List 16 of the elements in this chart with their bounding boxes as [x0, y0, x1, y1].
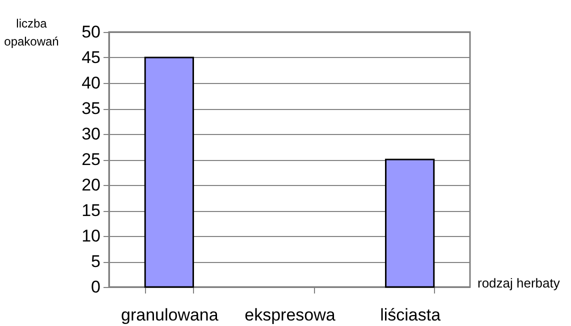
x-tick-label: liściasta — [380, 306, 442, 324]
x-tick-label: ekspresowa — [244, 306, 336, 324]
y-tick-label: 40 — [82, 74, 100, 92]
y-axis-title: liczba opakowań — [4, 16, 59, 48]
y-tick-label: 0 — [91, 278, 100, 296]
y-tick-label: 15 — [82, 201, 100, 220]
y-tick-label: 20 — [82, 176, 100, 194]
x-axis-title: rodzaj herbaty — [478, 276, 560, 290]
y-tick-label: 5 — [91, 252, 100, 271]
y-tick-label: 25 — [82, 150, 100, 169]
y-tick-label: 45 — [82, 48, 100, 67]
x-tick-label: granulowana — [120, 306, 219, 324]
y-tick-label: 50 — [82, 22, 100, 42]
y-tick-label: 10 — [82, 226, 100, 246]
y-tick-label: 30 — [82, 124, 100, 144]
y-tick-label: 35 — [82, 99, 100, 118]
